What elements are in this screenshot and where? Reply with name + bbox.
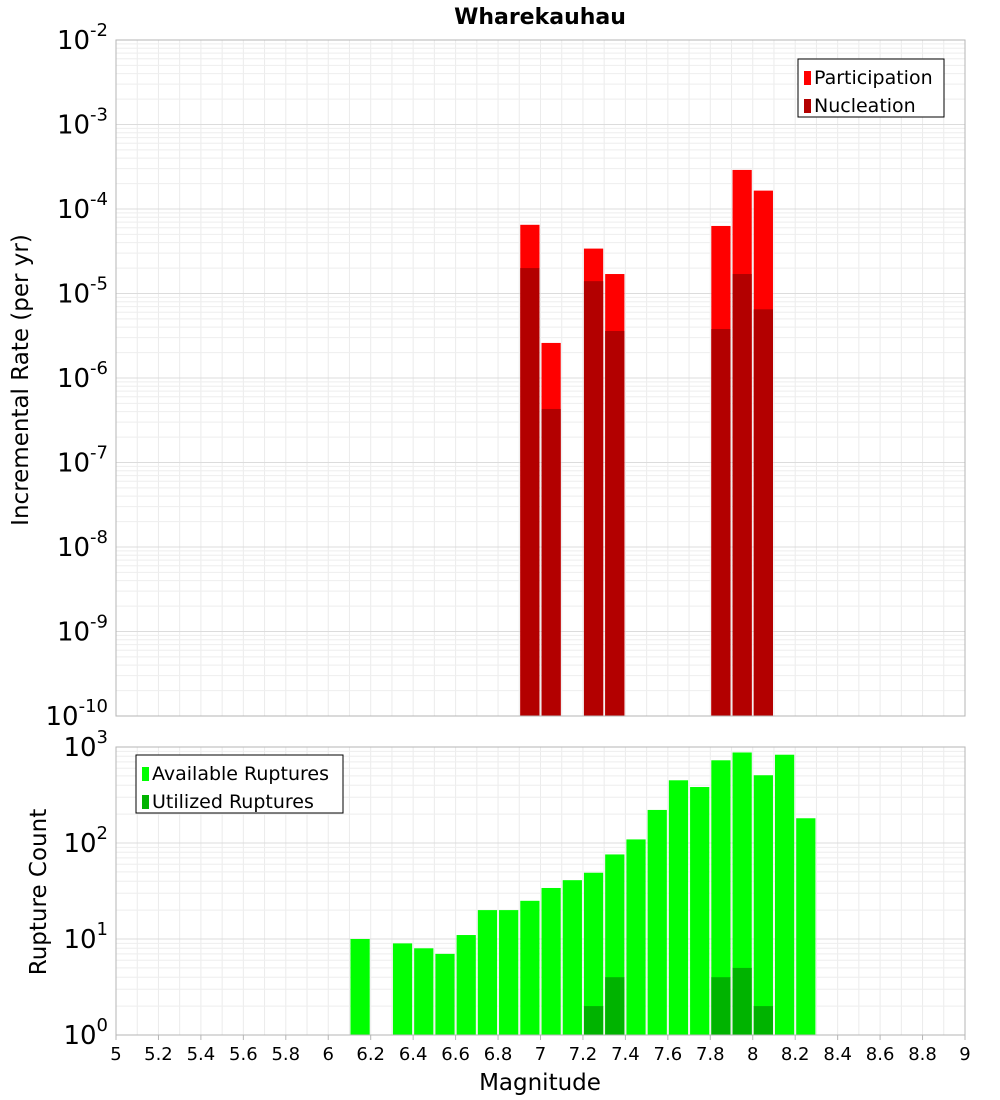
bottom-bar-available-ruptures	[732, 752, 752, 1035]
x-tick-label: 8	[747, 1044, 758, 1065]
top-bar-nucleation	[520, 268, 540, 716]
top-bar-nucleation	[732, 274, 752, 716]
top-y-tick-label: 10-7	[57, 443, 108, 479]
top-y-tick-label: 10-9	[57, 612, 108, 648]
top-bar-nucleation	[605, 330, 625, 716]
bottom-legend-label: Available Ruptures	[152, 763, 329, 785]
bottom-bar-available-ruptures	[435, 953, 455, 1035]
bottom-bar-utilized-ruptures	[605, 977, 625, 1035]
top-bar-nucleation	[711, 329, 731, 716]
bottom-bar-available-ruptures	[668, 780, 689, 1035]
top-bar-nucleation	[541, 408, 561, 716]
top-y-tick-label: 10-6	[57, 358, 108, 394]
bottom-bar-utilized-ruptures	[753, 1006, 773, 1035]
x-tick-label: 7	[535, 1044, 546, 1065]
x-tick-label: 8.6	[866, 1044, 895, 1065]
bottom-y-tick-label: 102	[63, 823, 108, 859]
x-tick-label: 6.2	[356, 1044, 385, 1065]
x-tick-label: 5.2	[144, 1044, 173, 1065]
top-y-tick-label: 10-10	[46, 696, 109, 732]
bottom-bar-available-ruptures	[499, 910, 519, 1035]
top-legend-box	[797, 58, 945, 118]
x-tick-label: 7.8	[696, 1044, 725, 1065]
bottom-bar-available-ruptures	[562, 880, 582, 1035]
bottom-plot-panel: 100 101 102 103 5 5.2 5.4 5.6 5.8 6 6.2 6.4 6.6 6.8 7 7…	[63, 727, 970, 1065]
top-y-tick-label: 10-3	[57, 105, 108, 141]
bottom-legend-swatch	[142, 795, 149, 809]
x-tick-label: 6.8	[484, 1044, 513, 1065]
bottom-legend-label: Utilized Ruptures	[152, 791, 314, 813]
bottom-bar-available-ruptures	[774, 754, 795, 1035]
bottom-bar-utilized-ruptures	[711, 977, 731, 1035]
bottom-bar-available-ruptures	[477, 910, 498, 1035]
bottom-bar-available-ruptures	[414, 948, 434, 1035]
bottom-bar-available-ruptures	[753, 775, 773, 1035]
bottom-bar-utilized-ruptures	[583, 1006, 604, 1035]
bottom-bar-available-ruptures	[711, 760, 731, 1035]
top-y-axis-label: Incremental Rate (per yr)	[8, 234, 34, 526]
top-y-tick-label: 10-2	[57, 20, 108, 56]
x-tick-label: 5.6	[229, 1044, 258, 1065]
top-plot-panel: 10-10 10-9 10-8 10-7 10-6 10-5 10-4 10-3 10-2 Par…	[46, 20, 966, 732]
bottom-bar-available-ruptures	[392, 943, 413, 1035]
bottom-legend-box	[135, 754, 344, 814]
bottom-bar-utilized-ruptures	[732, 967, 752, 1035]
x-tick-label: 6.4	[399, 1044, 428, 1065]
x-tick-label: 6.6	[441, 1044, 470, 1065]
top-y-tick-label: 10-4	[57, 189, 108, 225]
x-tick-label: 7.6	[654, 1044, 683, 1065]
top-legend-label: Participation	[814, 67, 933, 89]
top-legend-swatch	[804, 71, 811, 85]
top-y-tick-label: 10-5	[57, 274, 108, 310]
top-legend-label: Nucleation	[814, 95, 916, 117]
bottom-y-tick-label: 103	[63, 727, 108, 763]
bottom-y-tick-label: 100	[63, 1015, 108, 1051]
top-bar-nucleation	[753, 309, 773, 716]
chart-title: Wharekauhau	[454, 5, 626, 30]
x-tick-label: 5	[110, 1044, 121, 1065]
bottom-y-tick-label: 101	[63, 919, 108, 955]
top-frame	[115, 39, 966, 717]
bottom-bar-available-ruptures	[626, 839, 646, 1035]
bottom-bar-available-ruptures	[647, 809, 667, 1035]
x-tick-label: 5.4	[187, 1044, 216, 1065]
bottom-bar-available-ruptures	[520, 900, 540, 1035]
x-tick-label: 9	[959, 1044, 970, 1065]
bottom-bar-available-ruptures	[796, 818, 816, 1035]
x-tick-label: 5.8	[271, 1044, 300, 1065]
x-tick-label: 8.8	[908, 1044, 937, 1065]
x-tick-label: 8.4	[823, 1044, 852, 1065]
x-tick-label: 7.2	[569, 1044, 598, 1065]
x-tick-label: 6	[323, 1044, 334, 1065]
top-legend-swatch	[804, 99, 811, 113]
bottom-bar-available-ruptures	[541, 887, 561, 1035]
bottom-bar-available-ruptures	[350, 939, 370, 1035]
bottom-bar-available-ruptures	[456, 935, 476, 1035]
x-axis-label: Magnitude	[479, 1070, 601, 1096]
x-tick-label: 8.2	[781, 1044, 810, 1065]
bottom-legend-swatch	[142, 767, 149, 781]
bottom-y-axis-label: Rupture Count	[26, 809, 52, 975]
top-bar-nucleation	[583, 281, 604, 716]
x-tick-label: 7.4	[611, 1044, 640, 1065]
bottom-bar-available-ruptures	[583, 872, 604, 1035]
bottom-bar-available-ruptures	[690, 787, 710, 1035]
top-y-tick-label: 10-8	[57, 527, 108, 563]
